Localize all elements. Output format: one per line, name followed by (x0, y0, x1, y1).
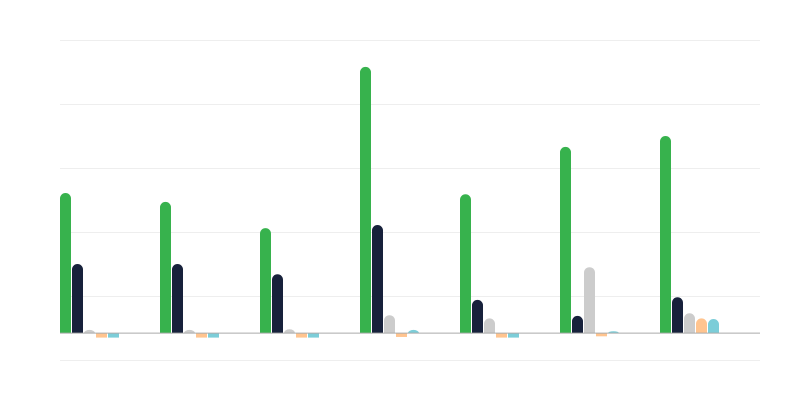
bar-group-5-series-4 (496, 333, 507, 338)
bar-group-2-series-4 (196, 333, 207, 338)
bar-group-4-series-3 (384, 315, 395, 334)
bar-group-7-series-2 (672, 297, 683, 334)
bar-group-1-series-1 (60, 192, 71, 334)
bar-group-2-series-1 (160, 201, 171, 334)
bar-group-3-series-4 (296, 333, 307, 338)
bar-group-6-series-4 (596, 333, 607, 337)
bar-group-1-series-4 (96, 333, 107, 338)
bar-group-3-series-5 (308, 333, 319, 338)
bar-group-6-series-3 (584, 267, 595, 334)
bar-group-6-series-2 (572, 315, 583, 334)
bar-group-1-series-3 (84, 329, 95, 334)
bar-group-1-series-2 (72, 264, 83, 334)
bar-group-5-series-2 (472, 299, 483, 334)
bar-group-6-series-1 (560, 146, 571, 334)
bar-group-3-series-1 (260, 228, 271, 334)
bar-group-4-series-2 (372, 224, 383, 334)
bar-group-4-series-5 (408, 329, 419, 334)
bar-group-5-series-3 (484, 318, 495, 334)
bar-group-7-series-5 (708, 319, 719, 334)
bar-group-5-series-5 (508, 333, 519, 338)
bar-group-2-series-3 (184, 329, 195, 334)
bar-group-3-series-2 (272, 274, 283, 334)
bar-group-7-series-3 (684, 313, 695, 334)
bar-group-2-series-2 (172, 264, 183, 334)
bar-group-2-series-5 (208, 333, 219, 338)
bar-group-7-series-4 (696, 318, 707, 334)
bar-group-7-series-1 (660, 136, 671, 334)
bar-group-5-series-1 (460, 194, 471, 334)
bar-group-1-series-5 (108, 333, 119, 338)
bar-group-4-series-1 (360, 66, 371, 334)
bar-group-4-series-4 (396, 333, 407, 337)
bar-group-3-series-3 (284, 329, 295, 334)
